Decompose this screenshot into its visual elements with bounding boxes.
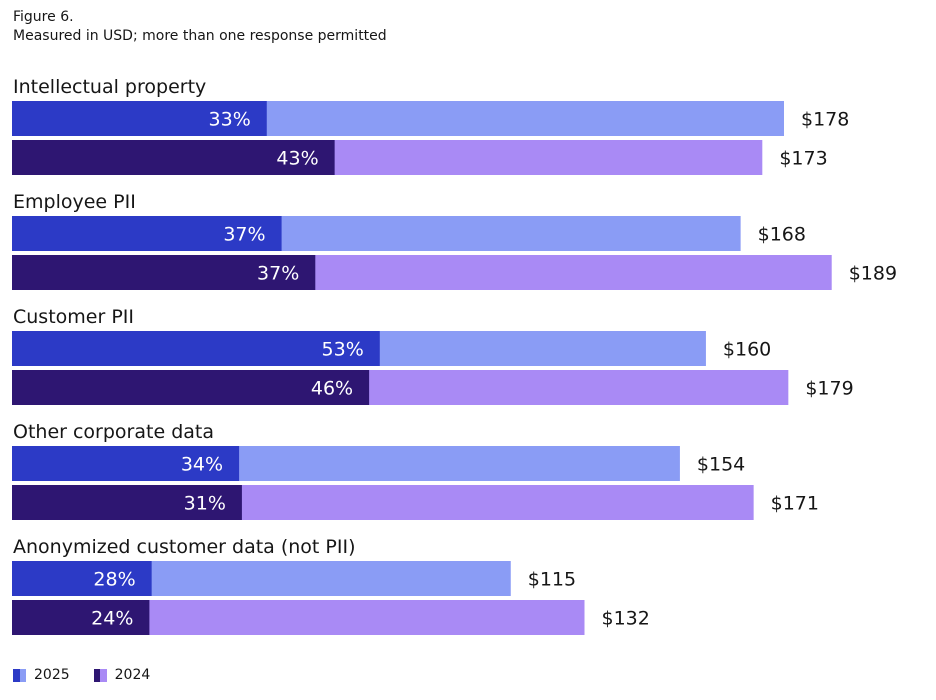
legend-label-2025: 2025 <box>34 667 70 683</box>
bar-percent-2024 <box>12 485 242 520</box>
percent-label: 37% <box>223 224 265 246</box>
legend: 2025 2024 <box>13 667 174 683</box>
bar-percent-2024 <box>12 370 370 405</box>
legend-swatch-2024 <box>93 668 107 682</box>
legend-item-2024: 2024 <box>93 667 151 683</box>
percent-label: 46% <box>311 378 353 400</box>
bar-percent-2024 <box>12 255 316 290</box>
value-label: $115 <box>528 569 576 591</box>
value-label: $168 <box>758 224 806 246</box>
bar-percent-2024 <box>12 140 335 175</box>
percent-label: 31% <box>184 493 226 515</box>
figure-subtitle: Measured in USD; more than one response … <box>13 28 387 44</box>
bar-percent-2025 <box>12 446 240 481</box>
category-label: Anonymized customer data (not PII) <box>13 536 356 558</box>
bar-percent-2025 <box>12 331 380 366</box>
percent-label: 53% <box>322 339 364 361</box>
percent-label: 24% <box>91 608 133 630</box>
value-label: $189 <box>849 263 897 285</box>
legend-item-2025: 2025 <box>13 667 70 683</box>
percent-label: 34% <box>181 454 223 476</box>
category-label: Intellectual property <box>13 76 206 98</box>
bar-percent-2025 <box>12 216 282 251</box>
figure-label: Figure 6. <box>13 9 74 25</box>
value-label: $178 <box>801 109 849 131</box>
category-label: Customer PII <box>13 306 134 328</box>
legend-swatch-2025 <box>13 668 26 682</box>
legend-label-2024: 2024 <box>114 667 151 683</box>
category-label: Employee PII <box>13 191 136 213</box>
value-label: $173 <box>779 148 827 170</box>
value-label: $132 <box>601 608 649 630</box>
percent-label: 28% <box>93 569 135 591</box>
category-label: Other corporate data <box>13 421 214 443</box>
bar-percent-2025 <box>12 101 267 136</box>
value-label: $154 <box>697 454 745 476</box>
value-label: $160 <box>723 339 771 361</box>
value-label: $179 <box>805 378 853 400</box>
bar-percent-2025 <box>12 561 152 596</box>
bar-percent-2024 <box>12 600 150 635</box>
percent-label: 37% <box>257 263 299 285</box>
value-label: $171 <box>771 493 819 515</box>
percent-label: 43% <box>276 148 318 170</box>
percent-label: 33% <box>209 109 251 131</box>
